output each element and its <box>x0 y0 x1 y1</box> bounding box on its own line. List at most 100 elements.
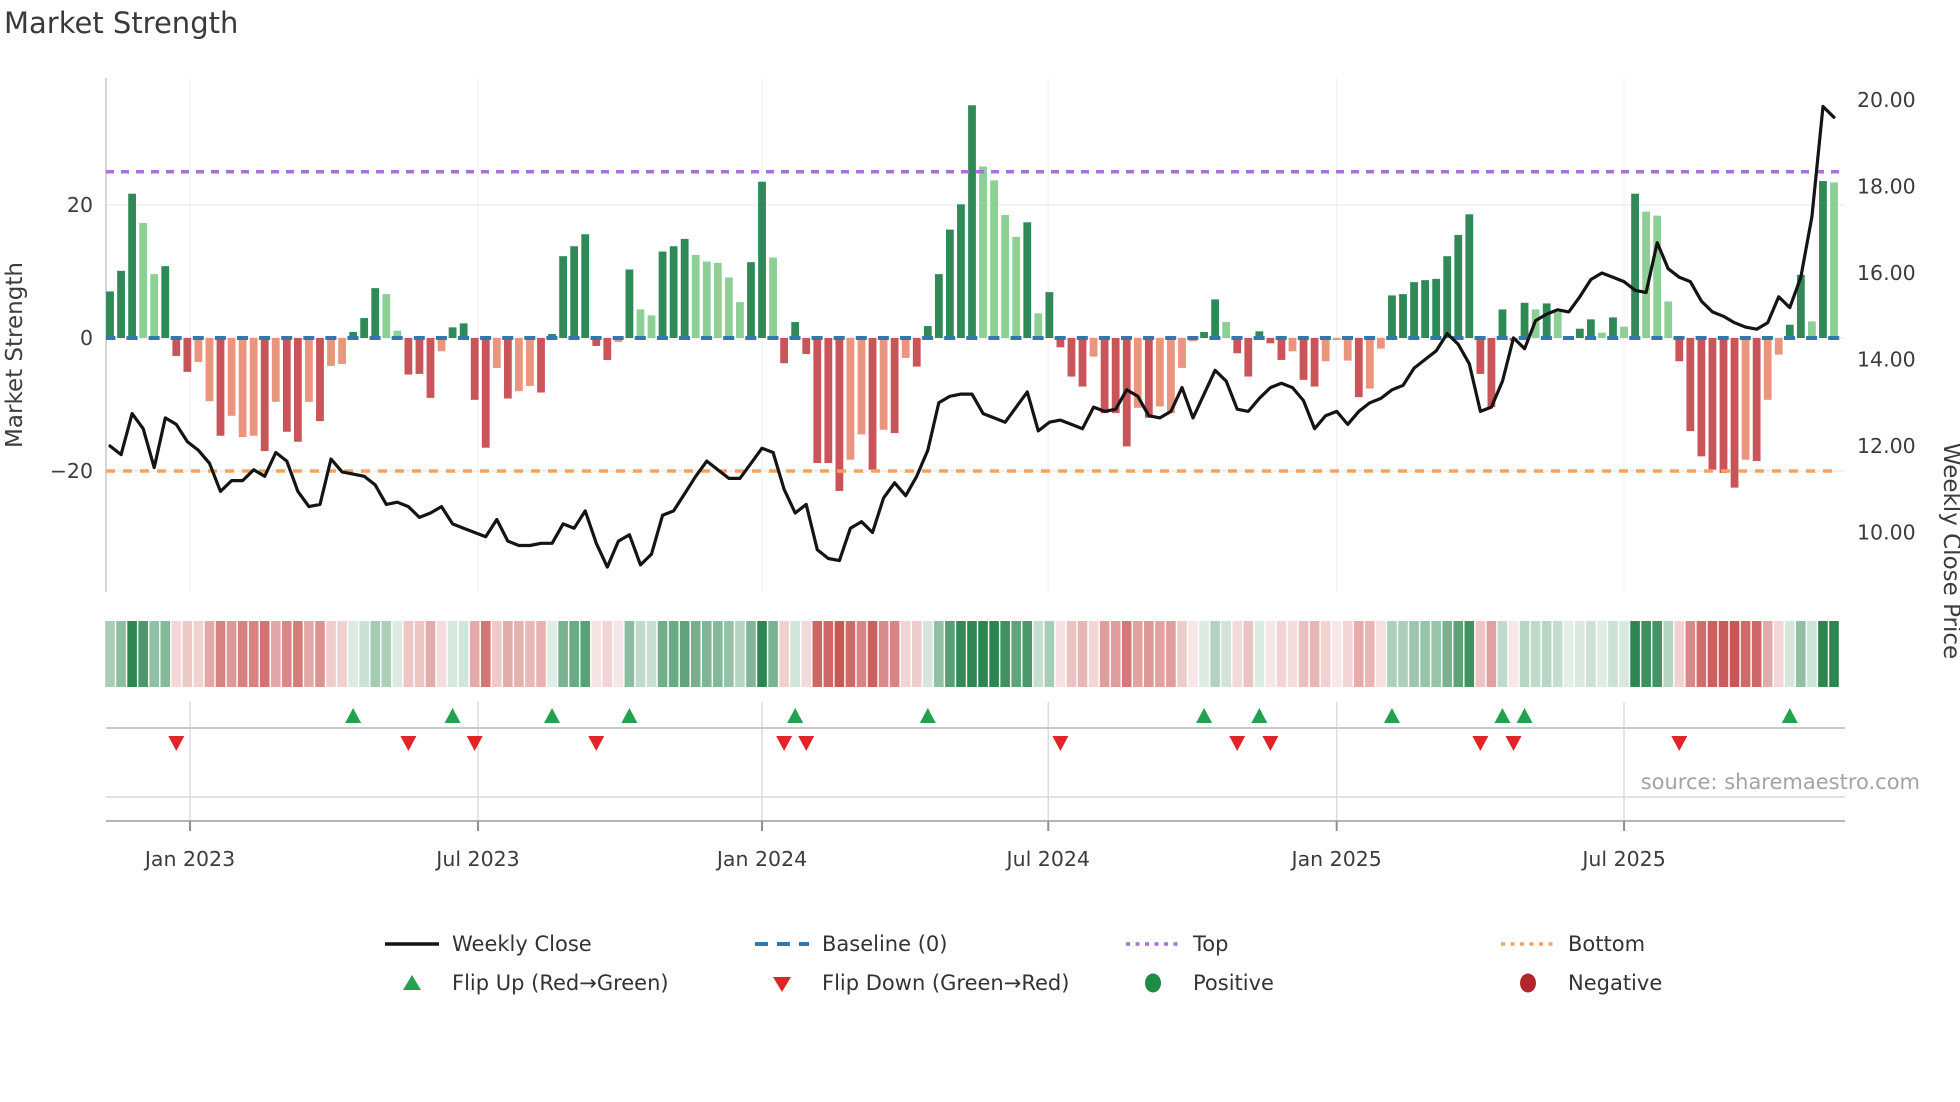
heatmap-cell <box>1696 621 1707 687</box>
heatmap-cell <box>724 621 734 687</box>
right-axis-title: Weekly Close Price <box>1938 443 1960 659</box>
strength-bar <box>1476 338 1485 374</box>
strength-bar <box>426 338 435 398</box>
strength-bar <box>1498 309 1507 338</box>
heatmap-cell <box>1155 621 1165 687</box>
flip-up-marker <box>787 708 804 723</box>
strength-bar <box>923 326 932 338</box>
heatmap-cell <box>668 621 679 687</box>
heatmap-cell <box>845 621 856 687</box>
heatmap-cell <box>337 621 347 687</box>
heatmap-strip <box>105 621 1839 687</box>
legend-label: Flip Up (Red→Green) <box>452 971 669 995</box>
heatmap-cell <box>1773 621 1784 687</box>
strength-bar <box>106 291 114 338</box>
strength-bar <box>1266 338 1275 344</box>
heatmap-cell <box>602 621 613 687</box>
strength-bar <box>1200 332 1208 338</box>
heatmap-cell <box>1298 621 1309 687</box>
heatmap-cell <box>1652 621 1662 687</box>
strength-bar <box>1631 193 1639 338</box>
heatmap-cell <box>911 621 922 687</box>
strength-bar <box>1045 292 1054 338</box>
heatmap-cell <box>1077 621 1088 687</box>
heatmap-cell <box>282 621 292 687</box>
strength-bar <box>415 338 424 374</box>
strength-bar <box>117 270 125 338</box>
strength-bar <box>879 338 888 430</box>
strength-bar <box>338 338 346 364</box>
strength-bar <box>1244 338 1253 377</box>
heatmap-cell <box>1210 621 1220 687</box>
positive-dot-icon <box>1145 973 1161 993</box>
heatmap-cell <box>1740 621 1751 687</box>
heatmap-cell <box>149 621 160 687</box>
heatmap-cell <box>215 621 226 687</box>
strength-bar <box>183 338 192 372</box>
heatmap-cell <box>690 621 701 687</box>
heatmap-cell <box>436 621 447 687</box>
strength-bar <box>1421 280 1430 338</box>
strength-bar <box>227 338 236 416</box>
flip-down-marker <box>168 736 185 751</box>
heatmap-cell <box>193 621 204 687</box>
legend-label: Bottom <box>1568 932 1646 956</box>
x-tick-label: Jul 2024 <box>1005 847 1090 871</box>
heatmap-cell <box>1641 621 1651 687</box>
heatmap-cell <box>1608 621 1618 687</box>
strength-bar <box>537 338 545 393</box>
strength-bar <box>603 338 612 360</box>
heatmap-cell <box>889 621 900 687</box>
heatmap-cell <box>1144 621 1154 687</box>
strength-bar <box>1675 338 1684 362</box>
strength-bar <box>216 338 225 436</box>
strength-bar <box>1752 338 1761 462</box>
heatmap-cell <box>900 621 911 687</box>
heatmap-cell <box>359 621 369 687</box>
legend-item-baseline: Baseline (0) <box>753 929 947 959</box>
heatmap-cell <box>1033 621 1044 687</box>
heatmap-cell <box>381 621 392 687</box>
heatmap-cell <box>1409 621 1419 687</box>
strength-bar <box>1111 338 1120 414</box>
heatmap-cell <box>469 621 480 687</box>
flip-up-marker <box>1494 708 1511 723</box>
heatmap-cell <box>1431 621 1441 687</box>
heatmap-cell <box>259 621 270 687</box>
heatmap-cell <box>701 621 712 687</box>
strength-bar <box>592 338 601 346</box>
heatmap-cell <box>735 621 745 687</box>
heatmap-cell <box>248 621 259 687</box>
heatmap-cell <box>790 621 800 687</box>
heatmap-cell <box>547 621 557 687</box>
flip-up-marker <box>621 708 638 723</box>
heatmap-cell <box>746 621 756 687</box>
heatmap-cell <box>1597 621 1607 687</box>
strength-bar <box>1796 274 1805 338</box>
strength-bar <box>1598 332 1606 338</box>
heatmap-cell <box>856 621 867 687</box>
flip-down-marker <box>1052 736 1069 751</box>
heatmap-cell <box>1132 621 1143 687</box>
weekly-close-line-icon <box>385 942 439 946</box>
strength-bar <box>647 315 656 338</box>
strength-bar <box>1001 214 1010 338</box>
heatmap-cell <box>934 621 944 687</box>
heatmap-cell <box>1000 621 1010 687</box>
strength-bar <box>238 338 247 438</box>
strength-bar <box>890 338 899 434</box>
heatmap-cell <box>348 621 358 687</box>
strength-bar <box>514 338 523 392</box>
flip-down-triangle-icon <box>773 977 791 992</box>
heatmap-cell <box>116 621 126 687</box>
heatmap-cell <box>1365 621 1375 687</box>
x-tick-label: Jan 2025 <box>1290 847 1382 871</box>
strength-bar <box>835 338 844 491</box>
heatmap-cell <box>801 621 812 687</box>
strength-bars <box>106 105 1838 491</box>
strength-bar <box>1542 303 1551 338</box>
flip-up-marker <box>1383 708 1400 723</box>
strength-bar <box>979 166 987 338</box>
strength-bar <box>658 251 667 338</box>
flip-down-marker <box>1472 736 1489 751</box>
